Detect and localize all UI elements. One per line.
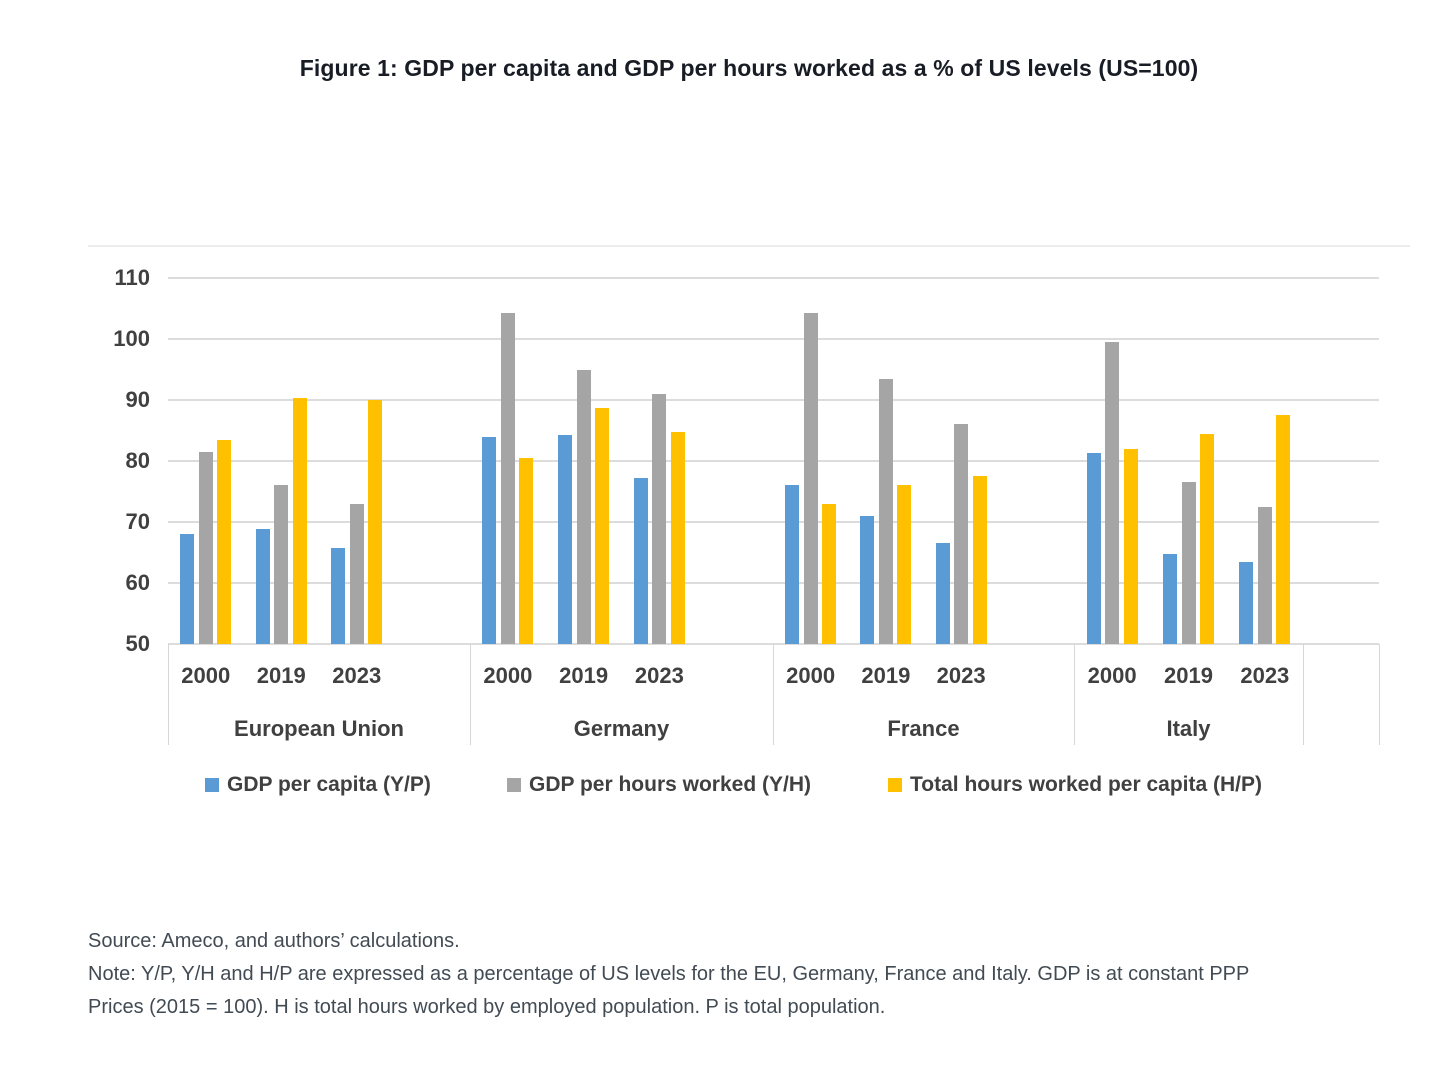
axis-divider-3 — [1074, 644, 1075, 745]
bar-germany-2000-series1 — [500, 312, 515, 644]
group-label-germany: Germany — [573, 716, 670, 741]
year-label: 2023 — [332, 663, 382, 688]
legend-item-series1: GDP per hours worked (Y/H) — [507, 773, 811, 797]
legend-label: GDP per hours worked (Y/H) — [529, 773, 811, 796]
legend-swatch-icon — [507, 778, 521, 792]
bar-italy-2019-series2 — [1200, 433, 1214, 644]
legend-swatch-icon — [205, 778, 219, 792]
group-label-italy: Italy — [1166, 716, 1211, 741]
gridline-60 — [168, 582, 1379, 584]
bar-germany-2019-series2 — [595, 407, 610, 644]
bar-european-union-2000-series2 — [217, 439, 232, 644]
year-label: 2023 — [1240, 663, 1290, 688]
y-tick-label: 60 — [125, 570, 150, 595]
y-tick-label: 90 — [125, 387, 150, 412]
gridline-90 — [168, 399, 1379, 401]
gridline-100 — [168, 338, 1379, 340]
bar-france-2023-series0 — [935, 543, 950, 644]
axis-divider-5 — [1379, 644, 1380, 745]
bar-france-2023-series1 — [954, 424, 969, 644]
bar-france-2000-series1 — [803, 313, 818, 644]
note-text-line1: Note: Y/P, Y/H and H/P are expressed as … — [88, 963, 1250, 985]
bar-italy-2000-series0 — [1086, 453, 1101, 644]
group-label-france: France — [887, 716, 960, 741]
chart-area-top-border — [88, 245, 1410, 247]
bar-italy-2000-series1 — [1105, 342, 1120, 644]
bar-european-union-2019-series1 — [274, 485, 289, 644]
bar-germany-2019-series0 — [558, 435, 573, 644]
year-label: 2019 — [1164, 663, 1213, 688]
y-tick-label: 80 — [125, 448, 150, 473]
legend-swatch-icon — [888, 778, 902, 792]
y-tick-label: 50 — [125, 631, 150, 656]
year-label: 2019 — [256, 663, 306, 688]
year-label: 2019 — [559, 663, 609, 688]
bar-france-2019-series0 — [860, 515, 875, 644]
bar-italy-2000-series2 — [1123, 448, 1138, 644]
group-label-european-union: European Union — [234, 716, 404, 741]
bar-european-union-2019-series2 — [292, 398, 307, 644]
bar-germany-2023-series2 — [670, 431, 685, 644]
figure-title: Figure 1: GDP per capita and GDP per hou… — [299, 55, 1199, 81]
legend-item-series2: Total hours worked per capita (H/P) — [888, 773, 1262, 797]
bar-germany-2023-series0 — [633, 478, 648, 644]
axis-divider-0 — [168, 644, 169, 745]
year-label: 2000 — [483, 663, 533, 688]
legend-item-series0: GDP per capita (Y/P) — [205, 773, 431, 797]
note-text-line2: Prices (2015 = 100). H is total hours wo… — [88, 996, 886, 1018]
source-text: Source: Ameco, and authors’ calculations… — [88, 930, 460, 952]
gridline-70 — [168, 521, 1379, 523]
bar-european-union-2023-series2 — [368, 400, 383, 644]
bar-european-union-2000-series1 — [198, 451, 213, 644]
chart-notes: Source: Ameco, and authors’ calculations… — [88, 925, 1398, 1024]
bar-european-union-2000-series0 — [180, 534, 195, 644]
bar-germany-2019-series1 — [576, 369, 591, 644]
bar-italy-2019-series1 — [1181, 482, 1196, 644]
bar-italy-2023-series2 — [1276, 415, 1291, 644]
bar-european-union-2023-series0 — [331, 547, 346, 644]
year-label: 2000 — [181, 663, 231, 688]
y-tick-label: 100 — [113, 326, 150, 351]
bar-european-union-2023-series1 — [349, 503, 364, 644]
gridline-110 — [168, 277, 1379, 279]
year-label: 2023 — [634, 663, 684, 688]
axis-divider-2 — [773, 644, 774, 745]
year-label: 2000 — [786, 663, 836, 688]
year-label: 2019 — [861, 663, 911, 688]
legend-label: GDP per capita (Y/P) — [227, 773, 431, 796]
bar-france-2019-series1 — [878, 378, 893, 644]
gridline-80 — [168, 460, 1379, 462]
y-tick-label: 110 — [114, 265, 151, 290]
y-tick-label: 70 — [125, 509, 150, 534]
bar-germany-2000-series0 — [482, 436, 497, 644]
bar-italy-2019-series0 — [1163, 554, 1177, 644]
axis-divider-4 — [1303, 644, 1304, 745]
bar-italy-2023-series1 — [1257, 506, 1272, 644]
bar-germany-2000-series2 — [519, 457, 534, 644]
bar-france-2000-series0 — [785, 485, 800, 644]
legend-label: Total hours worked per capita (H/P) — [910, 773, 1262, 796]
year-label: 2023 — [936, 663, 986, 688]
bar-european-union-2019-series0 — [255, 529, 270, 644]
year-label: 2000 — [1087, 663, 1137, 688]
bar-france-2019-series2 — [897, 485, 912, 644]
bar-italy-2023-series0 — [1239, 561, 1254, 644]
bar-france-2000-series2 — [822, 503, 837, 644]
bar-germany-2023-series1 — [652, 393, 667, 644]
bar-france-2023-series2 — [972, 476, 987, 644]
axis-divider-1 — [470, 644, 471, 745]
